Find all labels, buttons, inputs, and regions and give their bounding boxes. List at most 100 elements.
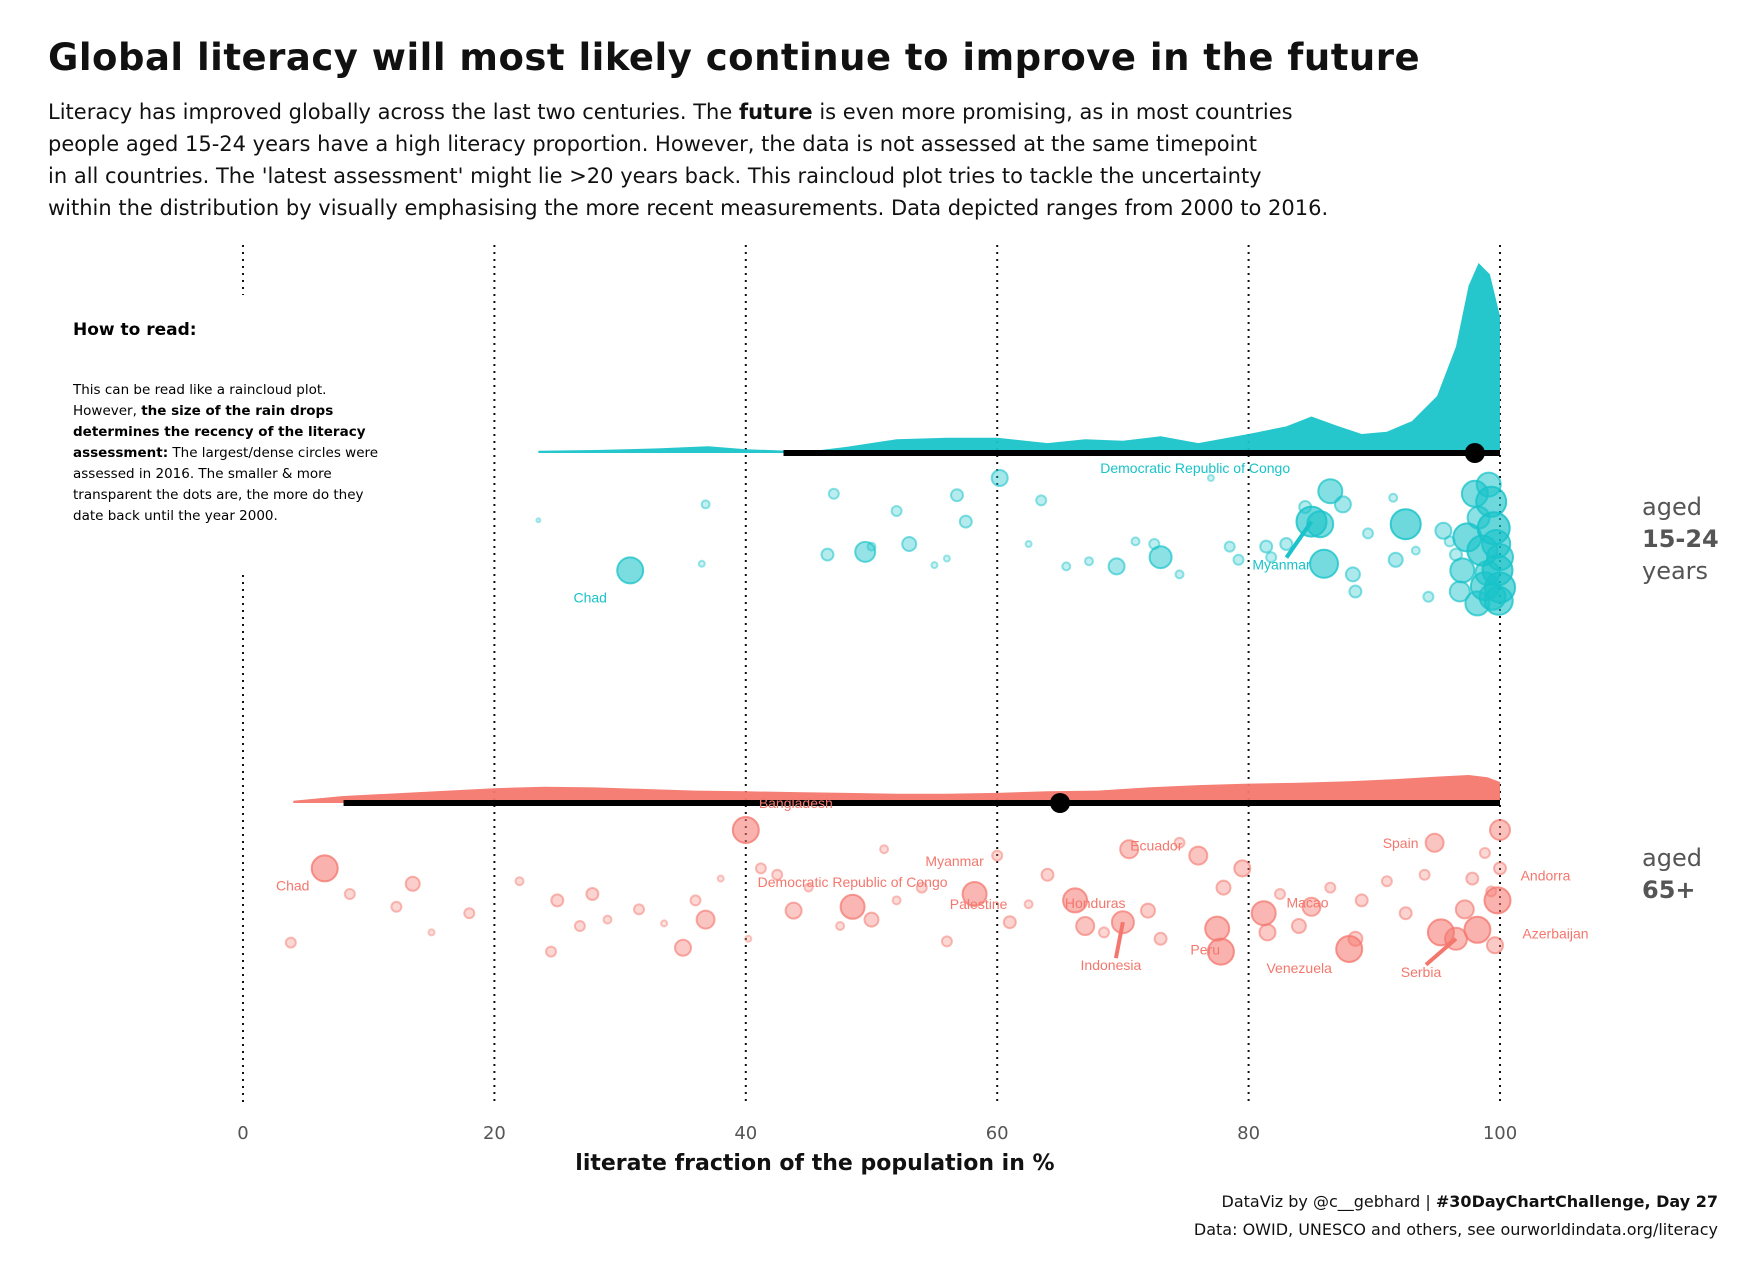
country-label: Andorra — [1521, 867, 1571, 883]
how-to-read-line-6: transparent the dots are, the more do th… — [73, 487, 364, 503]
label-leader — [1113, 921, 1125, 959]
rain-drop — [1233, 859, 1252, 878]
rain-drop — [1232, 553, 1245, 566]
rain-drop — [1173, 836, 1186, 849]
rain-drop — [1148, 545, 1173, 570]
x-tick-label: 40 — [734, 1123, 757, 1144]
country-label: Myanmar — [1252, 557, 1311, 573]
rain-drop — [771, 868, 784, 881]
rain-drop — [514, 876, 525, 887]
rain-drop — [1002, 915, 1017, 930]
rain-drop — [1380, 875, 1393, 888]
rain-drop — [404, 875, 421, 892]
x-axis: 0 20 40 60 80 100 literate fraction of the pop… — [237, 1123, 1517, 1176]
rain-drop — [1454, 899, 1475, 920]
rain-drop — [427, 928, 436, 937]
series-layer: Chad Democratic Republic of Congo Myanmar a… — [276, 263, 1719, 980]
rain-drop — [1388, 492, 1399, 503]
rain-drop — [1465, 871, 1480, 886]
rain-drop — [835, 921, 846, 931]
x-tick-label: 60 — [986, 1123, 1009, 1144]
country-label: Peru — [1190, 942, 1220, 958]
how-to-read-line-4-b: The largest/dense circles were — [168, 445, 378, 461]
subtitle-line-1-bold: future — [738, 100, 813, 124]
x-tick-label: 20 — [483, 1123, 506, 1144]
density-cloud — [538, 263, 1500, 453]
rain-drop — [1024, 540, 1033, 548]
rain-drop — [674, 938, 692, 957]
rain-drop — [1215, 879, 1232, 896]
rain-drop — [890, 505, 903, 517]
rain-drop — [573, 920, 586, 932]
rain-drop — [284, 936, 297, 949]
rain-drop — [891, 895, 902, 906]
rain-drop — [310, 854, 339, 883]
subtitle-line-1: Literacy has improved globally across th… — [48, 96, 1648, 128]
country-label: Azerbaijan — [1522, 925, 1588, 941]
rain-drop — [1062, 887, 1089, 914]
median-point — [1464, 443, 1485, 463]
rain-drop — [1309, 548, 1339, 579]
rain-drop — [961, 881, 988, 907]
footer-credit-text: DataViz by @c__gebhard | — [1221, 1192, 1436, 1211]
rain-drop — [744, 934, 753, 943]
how-to-read-line-4: assessment: The largest/dense circles we… — [73, 445, 378, 461]
country-label: Honduras — [1065, 895, 1126, 911]
country-label: Spain — [1383, 835, 1419, 851]
country-label: Ecuador — [1130, 838, 1182, 854]
rain-drop — [1279, 537, 1294, 551]
rain-drop — [854, 540, 877, 563]
rain-drop — [1387, 551, 1404, 568]
label-leader — [1424, 937, 1458, 967]
rain-drop — [1140, 902, 1156, 919]
grid-lines — [242, 245, 1501, 1105]
rain-drop — [827, 487, 840, 500]
rain-drop — [1061, 561, 1072, 572]
country-label: Indonesia — [1081, 957, 1142, 973]
chart-title: Global literacy will most likely continu… — [48, 36, 1421, 79]
rain-drop — [1347, 930, 1364, 947]
rain-drop — [660, 919, 669, 928]
rain-drop — [1344, 566, 1361, 583]
rain-drop — [991, 849, 1004, 862]
chart-footer: DataViz by @c__gebhard | #30DayChartChal… — [1194, 1188, 1718, 1244]
how-to-read-line-5: assessed in 2016. The smaller & more — [73, 466, 332, 482]
country-label: Venezuela — [1266, 960, 1332, 976]
rain-drop — [731, 816, 760, 844]
rain-drop — [1489, 819, 1511, 841]
rain-drop — [535, 517, 542, 524]
rain-drop — [1204, 915, 1231, 942]
rain-drop — [1434, 521, 1453, 540]
country-label: Democratic Republic of Congo — [758, 874, 948, 890]
how-to-read-line-3: determines the recency of the literacy — [73, 424, 366, 440]
country-label: Chad — [573, 589, 606, 605]
subtitle-line-3: in all countries. The 'latest assessment… — [48, 164, 1262, 188]
x-tick-label: 80 — [1237, 1123, 1260, 1144]
rain-drop — [1274, 888, 1286, 900]
rain-drop — [950, 488, 964, 503]
x-tick-label: 0 — [237, 1123, 248, 1144]
rain-drop — [1348, 584, 1363, 599]
rain-drop — [958, 514, 973, 529]
rain-drop — [1493, 861, 1507, 876]
rain-drop — [1119, 839, 1140, 860]
rain-drop — [1426, 918, 1455, 947]
series-label-line: years — [1642, 557, 1708, 585]
rain-drop — [1206, 937, 1235, 966]
country-label: Myanmar — [925, 853, 984, 869]
rain-drop — [1474, 560, 1501, 586]
series-label-line: aged — [1642, 844, 1702, 872]
rain-drop — [1478, 847, 1491, 859]
rain-drop — [1389, 508, 1422, 541]
how-to-read-box: How to read: This can be read like a rai… — [60, 300, 470, 550]
median-point — [1050, 793, 1071, 813]
rain-drop — [390, 900, 403, 913]
label-leader — [1284, 520, 1314, 559]
rain-drop — [1223, 540, 1236, 553]
chart-subtitle: Literacy has improved globally across th… — [48, 96, 1648, 224]
how-to-read-heading: How to read: — [73, 320, 197, 340]
footer-credit: DataViz by @c__gebhard | #30DayChartChal… — [1194, 1188, 1718, 1216]
rain-drop — [1290, 918, 1307, 934]
rain-drop — [820, 547, 835, 562]
